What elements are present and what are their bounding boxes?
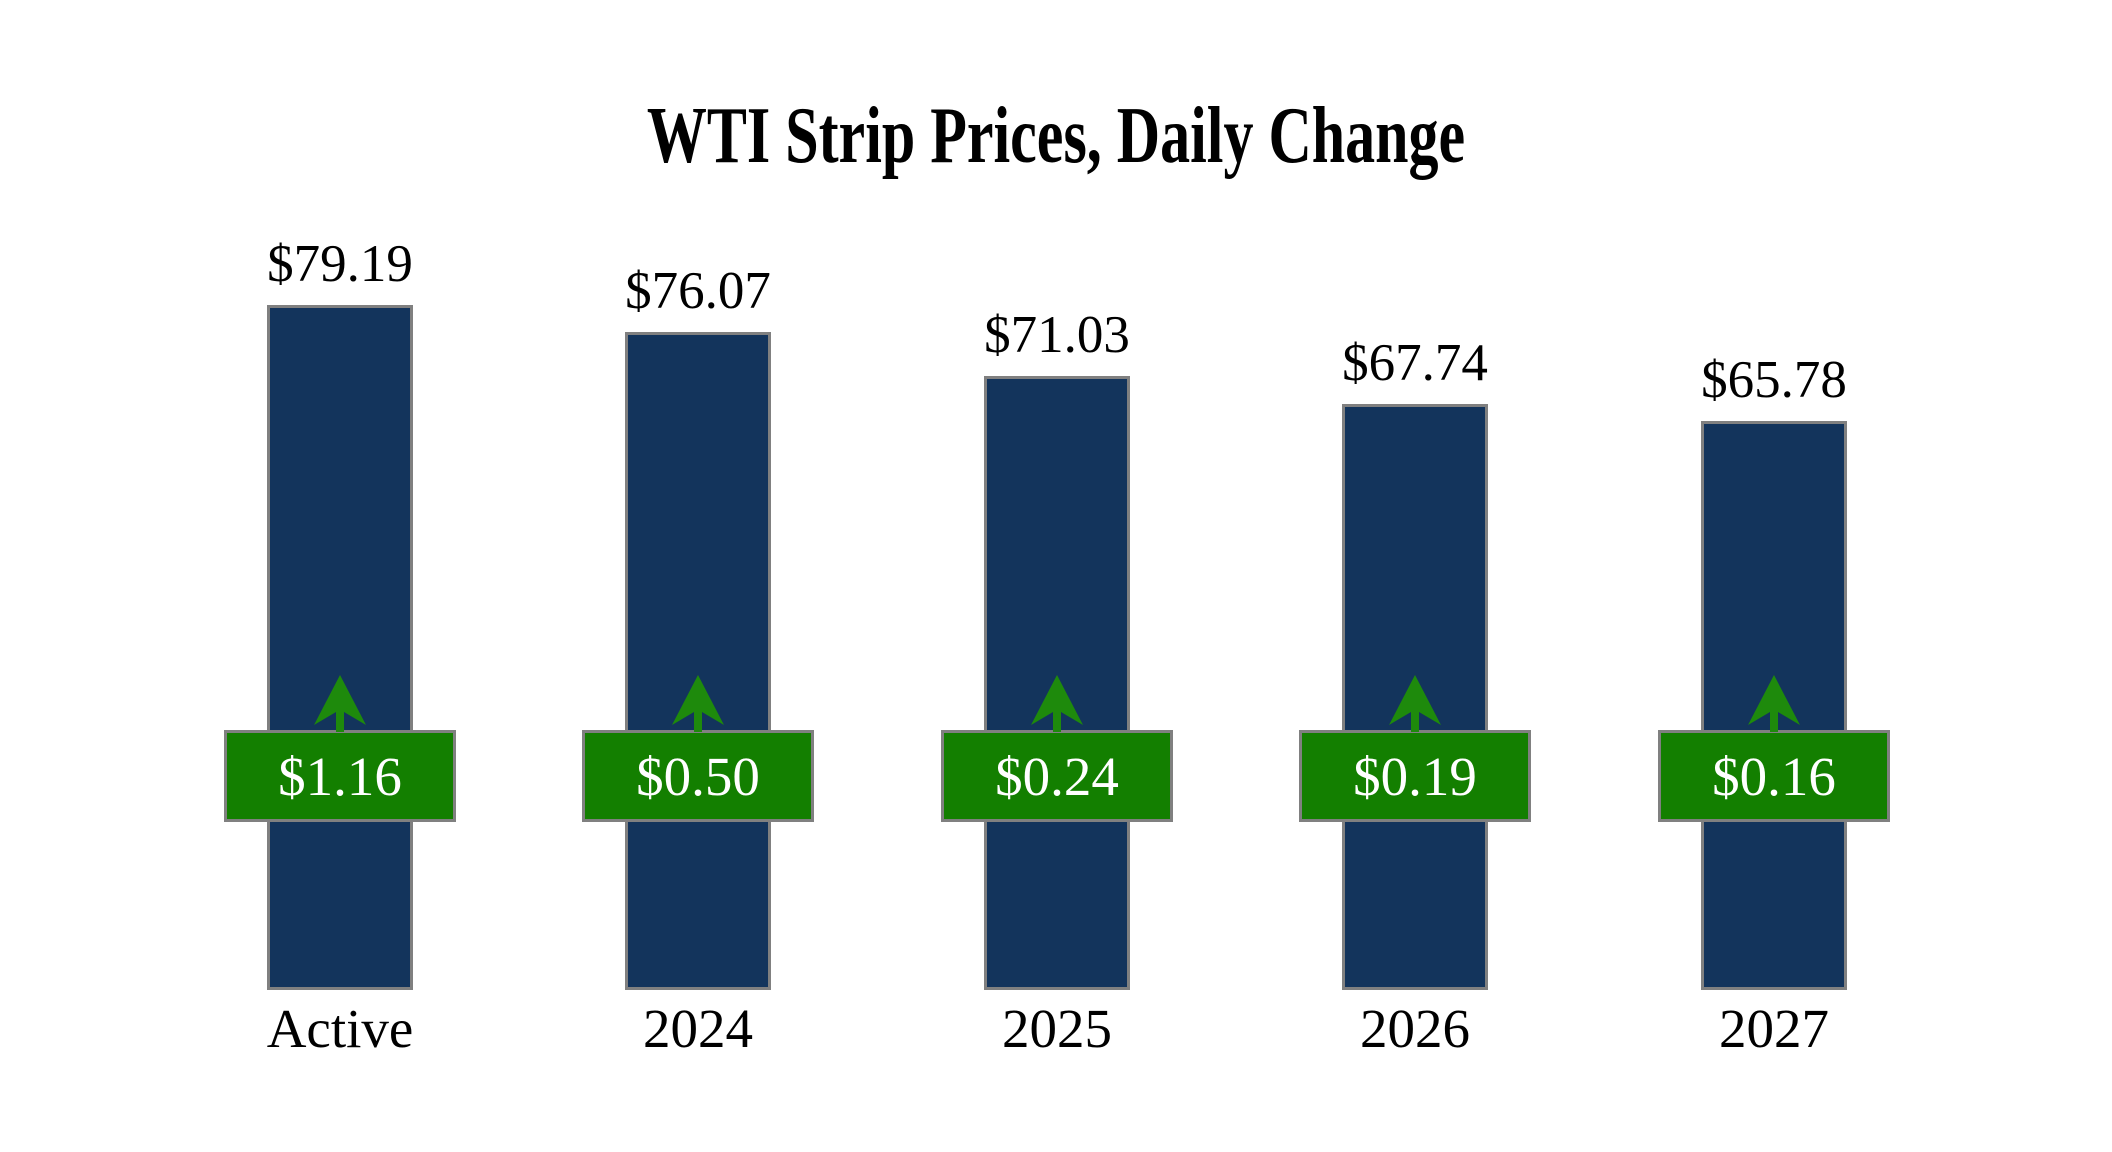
- category-label: 2025: [1002, 998, 1112, 1059]
- change-badge: $0.19: [1299, 730, 1531, 822]
- bar-column: $65.78 $0.16 2027: [1595, 0, 1953, 1152]
- change-badge-label: $0.16: [1712, 745, 1836, 807]
- change-badge-label: $0.50: [636, 745, 760, 807]
- change-badge: $0.24: [941, 730, 1173, 822]
- category-label: Active: [266, 998, 414, 1059]
- bar-column: $67.74 $0.19 2026: [1236, 0, 1594, 1152]
- change-badge: $0.16: [1658, 730, 1890, 822]
- change-badge: $0.50: [582, 730, 814, 822]
- price-bar: [625, 332, 771, 990]
- bar-value-label: $67.74: [1342, 334, 1488, 392]
- bar-column: $71.03 $0.24 2025: [878, 0, 1236, 1152]
- bar-value-label: $79.19: [267, 235, 413, 293]
- category-label: 2024: [643, 998, 753, 1059]
- chart-title: WTI Strip Prices, Daily Change: [646, 92, 1466, 180]
- up-arrow-icon: [672, 675, 724, 732]
- category-label: 2026: [1360, 998, 1470, 1059]
- change-badge: $1.16: [224, 730, 456, 822]
- bar-value-label: $71.03: [984, 306, 1130, 364]
- bar-value-label: $65.78: [1701, 351, 1847, 409]
- change-badge-label: $1.16: [278, 745, 402, 807]
- bar-value-label: $76.07: [625, 262, 771, 320]
- category-label: 2027: [1719, 998, 1829, 1059]
- up-arrow-icon: [314, 675, 366, 732]
- change-badge-label: $0.24: [995, 745, 1119, 807]
- change-badge-label: $0.19: [1353, 745, 1477, 807]
- up-arrow-icon: [1031, 675, 1083, 732]
- price-bar: [267, 305, 413, 990]
- up-arrow-icon: [1748, 675, 1800, 732]
- bar-column: $79.19 $1.16 Active: [161, 0, 519, 1152]
- up-arrow-icon: [1389, 675, 1441, 732]
- bar-column: $76.07 $0.50 2024: [519, 0, 877, 1152]
